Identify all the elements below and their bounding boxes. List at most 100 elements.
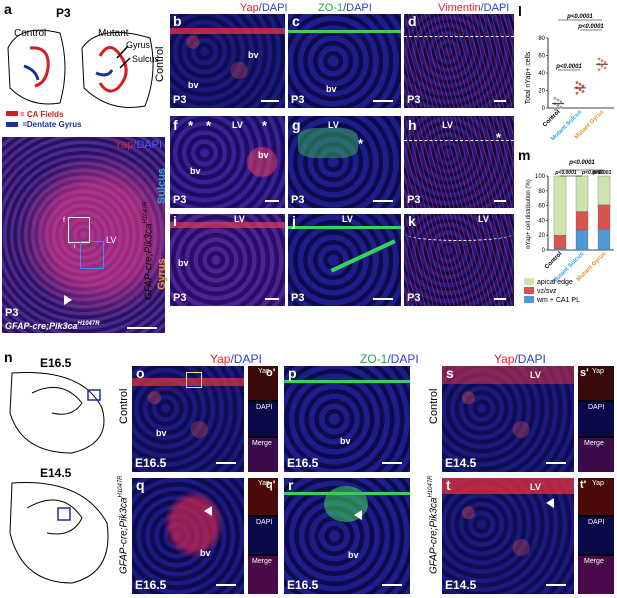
panel-i-lv: LV [234,214,245,224]
chart-l-category-0: Control [542,109,562,129]
panel-s-age: E14.5 [445,456,477,470]
chart-m-legend-label-2: wm + CA1 PL [536,297,580,304]
panel-k-dashed-line [404,226,514,241]
label-t-prime: t' [580,479,587,491]
chart-m-ytick-label-4: 80 [538,189,545,195]
t-prime-merge-label: Merge [584,558,604,565]
arrowhead-icon [354,510,362,520]
panel-a-schematic [6,29,154,116]
panel-o-roi-box [186,372,202,388]
panel-b-apical-band [170,28,285,34]
title-s-yap: Yap [494,352,515,366]
legend-dg-swatch [6,122,18,127]
chart-l-ytick-label-2: 40 [538,71,545,77]
chart-m-bar-2-1 [597,204,611,230]
chart-l-point-2-5 [603,66,607,70]
panel-a-gyrus-label: Gyrus [126,40,151,50]
chart-l-ytick-label-3: 60 [538,54,545,60]
panel-n-e165: E16.5 [40,356,72,370]
chart-m-bar-2-2 [597,175,611,206]
chart-l-point-0-2 [559,100,563,104]
s-prime-yap-inset: Yap [578,366,614,400]
chart-l-pval-1: p<0.0001 [577,24,604,30]
panel-s-lv: LV [530,370,541,380]
chart-m-bar-2-0 [597,229,611,251]
panel-g-scale-bar [373,200,393,202]
label-s: s [446,365,454,381]
chart-m-category-0: Control [544,251,564,271]
panel-a-control-label: Control [14,28,47,39]
chart-l-ytick-label-1: 20 [538,89,545,95]
panel-s-prime: Yap DAPI Merge [578,366,614,472]
label-s-prime: s' [580,367,589,379]
panel-j-age: P3 [291,292,305,304]
row-genotype-t-text: GFAP-cre;Pik3ca [428,497,440,575]
panel-a-age: P3 [56,6,71,20]
label-k: k [408,213,416,229]
label-l: l [518,3,522,19]
row-label-control-s: Control [428,388,440,424]
label-j: j [292,213,296,229]
panel-f-scale-bar [265,200,279,202]
panel-h-scale-bar [494,200,506,202]
panel-e-tag-lv: LV [106,235,117,245]
title-b-dapi: /DAPI [258,2,288,14]
panel-c-bv: bv [326,84,337,94]
title-s: Yap/DAPI [494,352,546,366]
panel-k-lv: LV [478,214,489,224]
panel-q-scale-bar [216,584,236,586]
panel-e-image: f i LV Yap/DAPI P3 GFAP-cre;Pik3caH1047R [2,137,165,333]
chart-l-pval-0: p<0.0001 [555,64,582,70]
panel-o-bv: bv [156,428,167,438]
q-prime-yap-inset: Yap [248,478,278,515]
arrowhead-icon [64,295,72,305]
title-p-zo1: ZO-1 [360,352,388,366]
row-label-control-o: Control [118,388,130,424]
panel-d-image: P3 [404,14,514,108]
panel-f-bv-2: bv [258,150,269,160]
row-label-sulcus: Sulcus [156,167,168,204]
panel-r-image: bv E16.5 [284,478,410,594]
t-prime-dapi-label: DAPI [588,519,605,526]
chart-m-ytick-label-5: 100 [535,174,546,180]
panel-h-image: LV * P3 [404,116,514,208]
panel-e-tag-f: f [63,217,65,224]
panel-i-image: LV bv P3 [170,214,285,306]
legend-ca-fields: = CA Fields [6,110,64,119]
chart-l-point-2-1 [600,59,604,63]
chart-l-point-1-4 [578,88,582,92]
panel-r-age: E16.5 [287,578,319,592]
t-prime-yap-label: Yap [592,480,604,487]
chart-m-ytick-label-2: 40 [538,218,545,224]
chart-m-legend-swatch-0 [524,278,534,285]
chart-m-ytick-label-3: 60 [538,204,545,210]
panel-h-dashed-line [404,140,514,141]
label-g: g [292,117,301,133]
o-prime-merge-label: Merge [252,440,272,447]
label-d: d [408,13,417,29]
panel-e-genotype: GFAP-cre;Pik3caH1047R [5,321,100,331]
panel-j-image: LV P3 [288,214,401,306]
panel-h-age: P3 [407,194,421,206]
panel-a-sulcus-label: Sulcus [132,54,160,64]
label-q-prime: q' [266,479,276,491]
o-prime-dapi-inset: DAPI [248,402,278,436]
label-i: i [173,213,177,229]
title-c-zo1: ZO-1 [318,2,344,14]
panel-f-image: * * * LV bv bv P3 [170,116,285,208]
chart-m-legend-swatch-2 [524,296,534,303]
chart-l-point-0-1 [556,98,560,102]
s-prime-yap-label: Yap [592,368,604,375]
panel-g-zo1-region [298,128,358,158]
panel-n-e145-schematic [9,482,109,584]
chart-m-legend-label-0: apical edge [537,279,573,286]
q-prime-merge-label: Merge [252,558,272,565]
label-r: r [288,477,294,493]
panel-f-asterisk-3: * [262,118,268,133]
arrowhead-icon [546,498,554,508]
title-o: Yap/DAPI [210,352,262,366]
q-prime-merge-inset: Merge [248,556,278,594]
title-d: Vimentin/DAPI [438,2,509,14]
panel-e-scale-bar [127,327,157,329]
